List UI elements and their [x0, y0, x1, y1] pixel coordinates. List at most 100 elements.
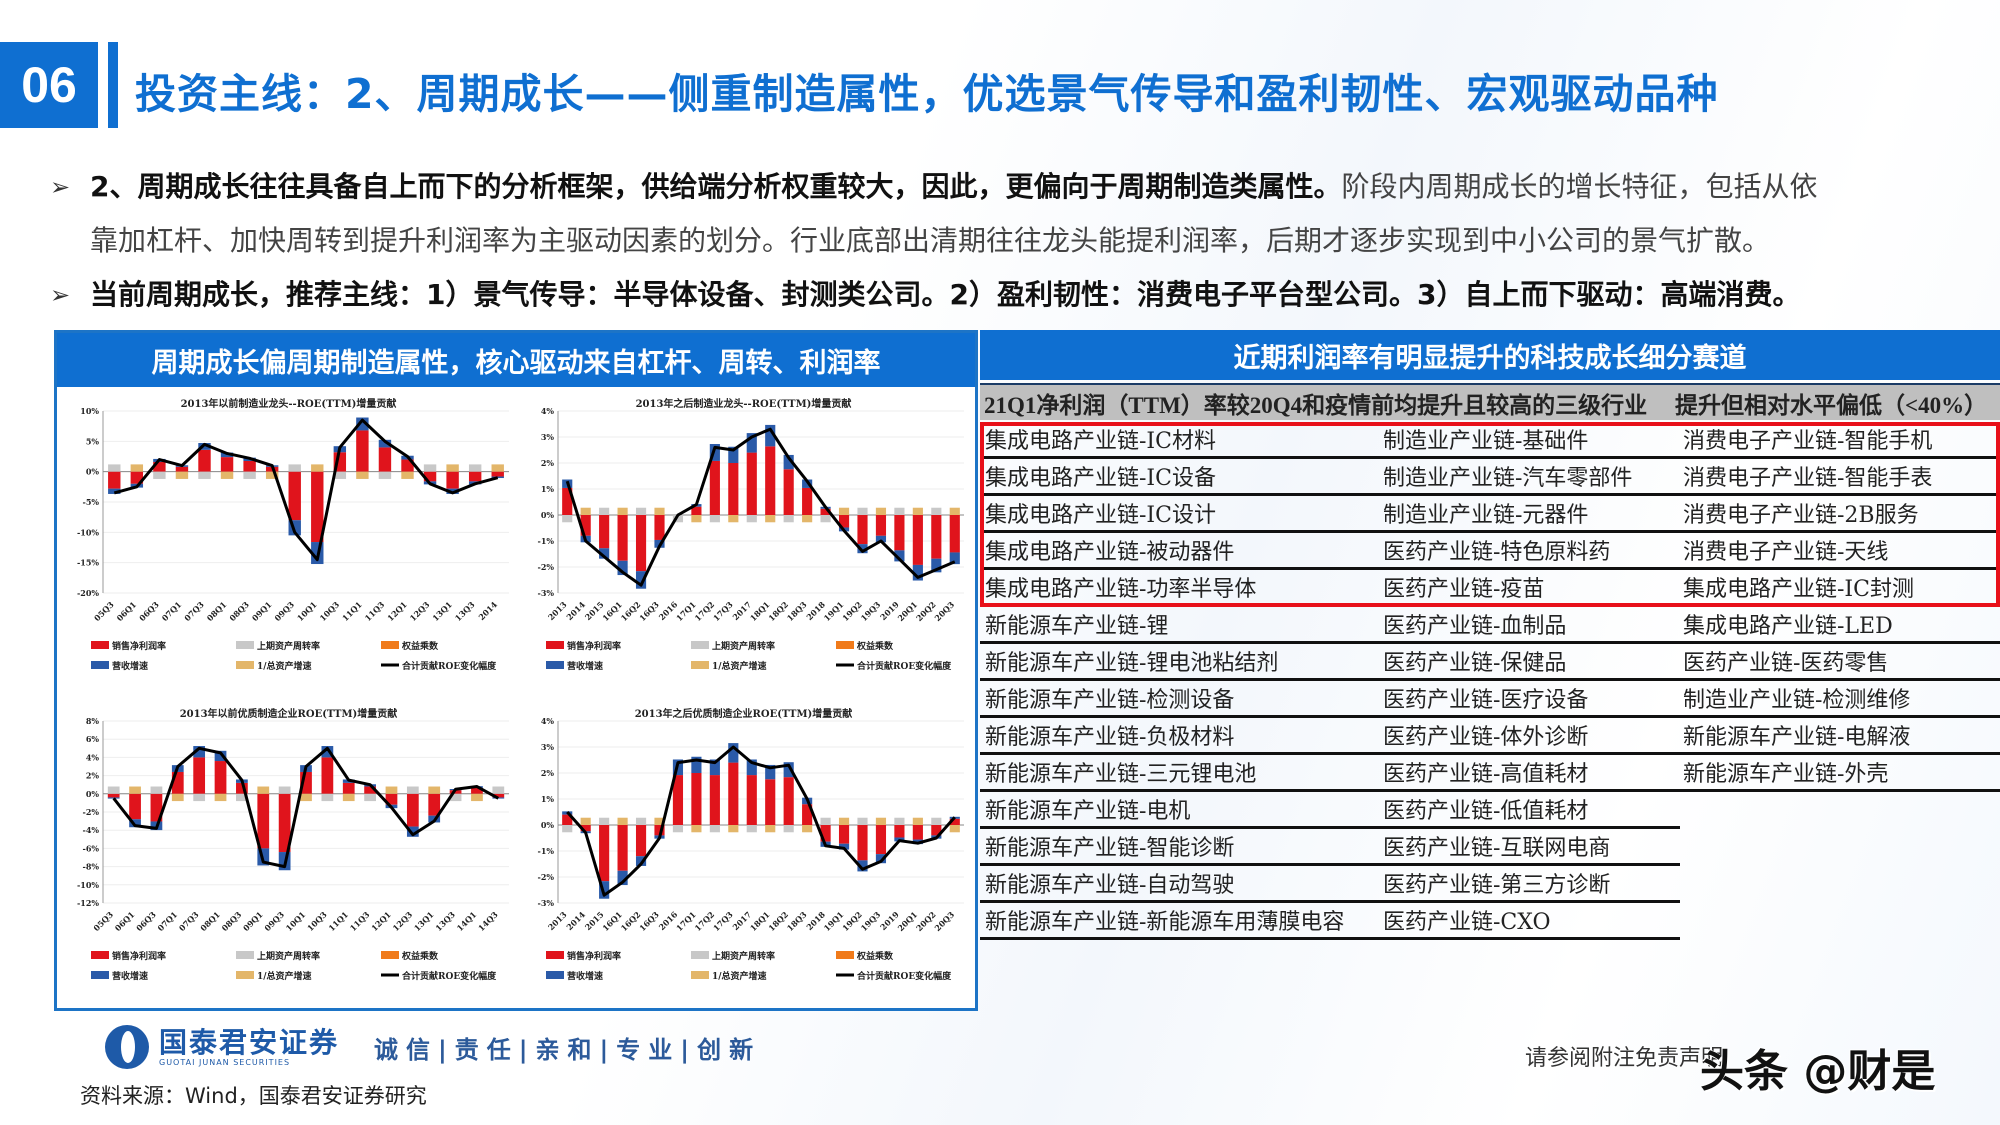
svg-text:6%: 6% [86, 734, 100, 744]
svg-text:20Q3: 20Q3 [932, 909, 956, 933]
svg-text:16Q3: 16Q3 [637, 599, 661, 623]
svg-text:08Q3: 08Q3 [219, 909, 243, 933]
table-cell: 消费电子产业链-智能手机 [1683, 429, 1933, 454]
table-cell: 医药产业链-体外诊断 [1383, 725, 1589, 750]
table-cell: 集成电路产业链-功率半导体 [985, 577, 1257, 602]
svg-text:-2%: -2% [83, 807, 100, 817]
table-cell: 新能源车产业链-电机 [980, 792, 1380, 829]
bullet-1-normal: 阶段内周期成长的增长特征，包括从依 [1341, 170, 1818, 203]
sector-table-panel: 近期利润率有明显提升的科技成长细分赛道 21Q1净利润（TTM）率较20Q4和疫… [980, 330, 2000, 940]
svg-text:-4%: -4% [83, 825, 100, 835]
svg-text:销售净利润率: 销售净利润率 [112, 640, 166, 652]
company-motto: 诚信|责任|亲和|专业|创新 [374, 1035, 762, 1064]
watermark: 头条 @财是 [1700, 1046, 1936, 1097]
chart-pre2013-leaders: 2013年以前制造业龙头--ROE(TTM)增量贡献 10% 5% 0% -5% -10%… [61, 393, 516, 703]
svg-text:09Q1: 09Q1 [241, 909, 265, 933]
svg-text:营收增速: 营收增速 [567, 970, 603, 982]
svg-text:19Q2: 19Q2 [840, 909, 864, 933]
column-header-higher: 21Q1净利润（TTM）率较20Q4和疫情前均提升且较高的三级行业 [984, 392, 1648, 418]
svg-text:11Q3: 11Q3 [348, 909, 372, 933]
svg-text:12Q3: 12Q3 [390, 909, 414, 933]
bullet-arrow-icon: ➢ [50, 173, 71, 201]
svg-text:营收增速: 营收增速 [112, 660, 148, 672]
svg-text:08Q3: 08Q3 [227, 599, 251, 623]
disclaimer-note: 请参阅附注免责声明 [1525, 1046, 1724, 1071]
svg-text:17Q3: 17Q3 [711, 599, 735, 623]
table-cell: 医药产业链-第三方诊断 [1380, 866, 1680, 903]
svg-text:18Q1: 18Q1 [748, 599, 772, 623]
svg-text:-15%: -15% [77, 558, 99, 568]
table-cell: 新能源车产业链-三元锂电池 [985, 762, 1257, 787]
svg-text:13Q1: 13Q1 [412, 909, 436, 933]
svg-text:合计贡献ROE变化幅度: 合计贡献ROE变化幅度 [857, 970, 952, 982]
svg-text:-8%: -8% [83, 862, 100, 872]
svg-text:上期资产周转率: 上期资产周转率 [257, 640, 320, 652]
table-row: 集成电路产业链-IC材料 制造业产业链-基础件 消费电子产业链-智能手机 [980, 422, 2000, 459]
svg-text:1/总资产增速: 1/总资产增速 [257, 660, 312, 672]
svg-text:2013: 2013 [546, 909, 569, 932]
svg-text:合计贡献ROE变化幅度: 合计贡献ROE变化幅度 [857, 660, 952, 672]
sector-table: 集成电路产业链-IC材料 制造业产业链-基础件 消费电子产业链-智能手机 集成电路产业… [980, 422, 2000, 940]
svg-text:2013年以前制造业龙头--ROE(TTM)增量贡献: 2013年以前制造业龙头--ROE(TTM)增量贡献 [181, 397, 397, 410]
svg-text:-20%: -20% [77, 588, 99, 598]
data-source-note: 资料来源：Wind，国泰君安证券研究 [80, 1084, 427, 1108]
svg-text:12Q1: 12Q1 [369, 909, 393, 933]
svg-text:销售净利润率: 销售净利润率 [567, 950, 621, 962]
svg-text:2%: 2% [541, 768, 555, 778]
table-cell: 消费电子产业链-智能手表 [1683, 466, 1933, 491]
svg-text:营收增速: 营收增速 [567, 660, 603, 672]
svg-text:16Q1: 16Q1 [600, 909, 624, 933]
svg-text:16Q2: 16Q2 [619, 909, 643, 933]
svg-text:18Q3: 18Q3 [785, 599, 809, 623]
svg-text:4%: 4% [541, 716, 555, 726]
column-header-lower: 提升但相对水平偏低（<40%） [1675, 392, 1988, 418]
svg-text:合计贡献ROE变化幅度: 合计贡献ROE变化幅度 [402, 970, 497, 982]
svg-text:上期资产周转率: 上期资产周转率 [257, 950, 320, 962]
svg-text:营收增速: 营收增速 [112, 970, 148, 982]
svg-text:13Q3: 13Q3 [433, 909, 457, 933]
table-cell: 医药产业链-CXO [1380, 903, 1680, 940]
svg-text:13Q1: 13Q1 [430, 599, 454, 623]
svg-text:06Q3: 06Q3 [137, 599, 161, 623]
svg-text:-10%: -10% [77, 527, 99, 537]
svg-text:18Q2: 18Q2 [766, 599, 790, 623]
logo-icon [105, 1025, 149, 1069]
svg-text:06Q1: 06Q1 [114, 599, 138, 623]
table-cell: 集成电路产业链-IC封测 [1683, 577, 1914, 602]
svg-text:-2%: -2% [538, 872, 555, 882]
table-cell: 医药产业链-医药零售 [1683, 651, 1889, 676]
svg-text:10%: 10% [80, 406, 99, 416]
svg-text:07Q3: 07Q3 [177, 909, 201, 933]
svg-text:2014: 2014 [564, 909, 587, 932]
table-cell: 集成电路产业链-IC设备 [985, 466, 1216, 491]
svg-text:17Q2: 17Q2 [692, 599, 716, 623]
svg-text:合计贡献ROE变化幅度: 合计贡献ROE变化幅度 [402, 660, 497, 672]
svg-text:权益乘数: 权益乘数 [401, 640, 439, 652]
svg-text:0%: 0% [541, 510, 555, 520]
chart-post2013-leaders: 2013年之后制造业龙头--ROE(TTM)增量贡献 4% 3% 2% 1% 0% -1% -… [516, 393, 971, 703]
table-row: 集成电路产业链-IC设计 制造业产业链-元器件 消费电子产业链-2B服务 [980, 496, 2000, 533]
svg-text:13Q3: 13Q3 [453, 599, 477, 623]
table-cell: 医药产业链-血制品 [1383, 614, 1567, 639]
table-cell: 制造业产业链-汽车零部件 [1383, 466, 1633, 491]
svg-text:1%: 1% [541, 794, 555, 804]
svg-text:11Q3: 11Q3 [363, 599, 387, 623]
svg-text:销售净利润率: 销售净利润率 [112, 950, 166, 962]
table-cell: 集成电路产业链-IC设计 [985, 503, 1216, 528]
table-cell: 医药产业链-互联网电商 [1380, 829, 1680, 866]
svg-text:1/总资产增速: 1/总资产增速 [712, 660, 767, 672]
svg-text:5%: 5% [86, 436, 100, 446]
title-divider [108, 42, 118, 128]
table-cell: 新能源车产业链-负极材料 [985, 725, 1235, 750]
svg-text:14Q1: 14Q1 [455, 909, 479, 933]
sector-table-header: 近期利润率有明显提升的科技成长细分赛道 [980, 330, 2000, 380]
table-cell: 新能源车产业链-智能诊断 [980, 829, 1380, 866]
svg-text:20Q1: 20Q1 [895, 909, 919, 933]
bullet-1-bold: 2、周期成长往往具备自上而下的分析框架，供给端分析权重较大，因此，更偏向于周期制… [90, 170, 1342, 203]
sector-table-column-headers: 21Q1净利润（TTM）率较20Q4和疫情前均提升且较高的三级行业 提升但相对水… [980, 383, 2000, 420]
svg-text:1/总资产增速: 1/总资产增速 [712, 970, 767, 982]
svg-text:08Q1: 08Q1 [205, 599, 229, 623]
svg-text:06Q3: 06Q3 [134, 909, 158, 933]
svg-text:11Q1: 11Q1 [340, 599, 364, 623]
svg-text:-1%: -1% [538, 536, 555, 546]
